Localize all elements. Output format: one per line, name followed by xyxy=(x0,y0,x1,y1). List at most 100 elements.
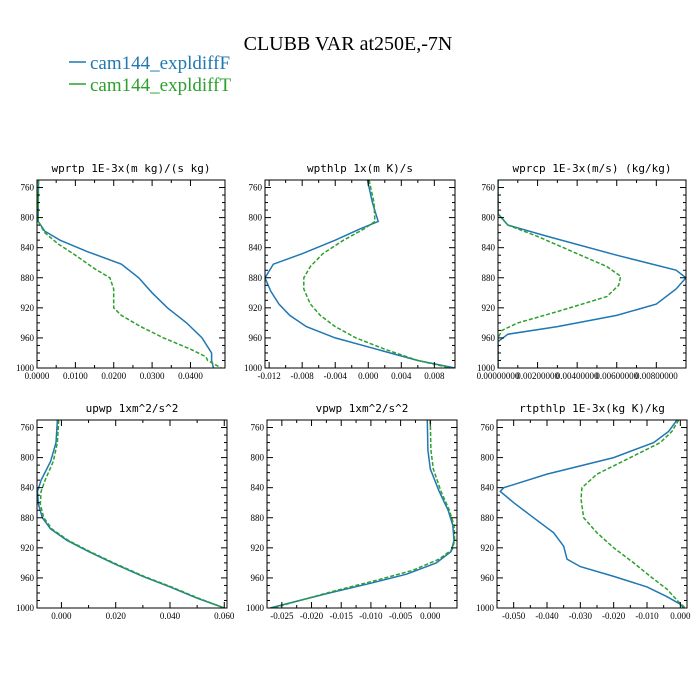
y-tick-label: 880 xyxy=(481,513,495,523)
x-tick-label: 0.0400 xyxy=(178,371,203,381)
y-tick-label: 960 xyxy=(21,333,35,343)
x-tick-label: -0.020 xyxy=(602,611,626,621)
y-tick-label: 800 xyxy=(21,453,35,463)
panel-3: wprcp 1E-3x(m/s) (kg/kg) 760 800 840 880 920 9… xyxy=(477,162,687,381)
x-tick-label: 0.00000000 xyxy=(477,371,520,381)
legend: cam144_expldiffF cam144_expldiffT xyxy=(69,53,231,96)
series-line-1 xyxy=(499,420,685,608)
y-tick-label: 880 xyxy=(21,273,35,283)
legend-label-2: cam144_expldiffT xyxy=(90,75,231,96)
x-tick-label: 0.040 xyxy=(160,611,181,621)
panel-4: upwp 1xm^2/s^2 760 800 840 880 920 960 1000 0.00… xyxy=(16,402,235,621)
panel-title: wprcp 1E-3x(m/s) (kg/kg) xyxy=(513,162,672,175)
y-tick-label: 800 xyxy=(481,453,495,463)
main-title: CLUBB VAR at250E,-7N xyxy=(244,33,453,55)
series-line-1 xyxy=(498,180,686,368)
legend-entry-1: cam144_expldiffF xyxy=(69,53,230,74)
x-tick-label: 0.000 xyxy=(358,371,379,381)
x-tick-label: 0.00800000 xyxy=(635,371,678,381)
x-tick-label: -0.010 xyxy=(635,611,659,621)
x-tick-label: 0.0200 xyxy=(101,371,126,381)
panel-frame xyxy=(36,419,228,609)
y-tick-label: 960 xyxy=(251,573,265,583)
x-tick-label: -0.004 xyxy=(324,371,348,381)
y-tick-label: 1000 xyxy=(246,603,265,613)
panel-1: wprtp 1E-3x(m kg)/(s kg) 760 800 840 880 920 9… xyxy=(16,162,226,381)
panel-frame xyxy=(497,179,687,369)
series-line-2 xyxy=(39,420,225,608)
x-tick-label: 0.004 xyxy=(391,371,412,381)
y-tick-label: 760 xyxy=(482,183,496,193)
y-tick-label: 1000 xyxy=(16,363,35,373)
y-tick-label: 880 xyxy=(482,273,496,283)
y-tick-label: 840 xyxy=(21,243,35,253)
series-line-2 xyxy=(272,420,456,608)
y-tick-label: 800 xyxy=(21,213,35,223)
series-line-2 xyxy=(498,180,622,368)
y-tick-label: 920 xyxy=(482,303,496,313)
y-tick-label: 960 xyxy=(21,573,35,583)
x-tick-label: 0.0300 xyxy=(140,371,165,381)
x-tick-label: -0.050 xyxy=(502,611,526,621)
x-tick-label: 0.060 xyxy=(214,611,235,621)
panel-title: wpthlp 1x(m K)/s xyxy=(307,162,413,175)
series-line-1 xyxy=(37,180,215,368)
panel-frame xyxy=(264,179,456,369)
x-tick-label: -0.005 xyxy=(389,611,413,621)
panel-frame xyxy=(496,419,688,609)
panel-2: wpthlp 1x(m K)/s7608008408809209601000-0… xyxy=(244,162,456,381)
x-tick-label: 0.000 xyxy=(670,611,691,621)
x-tick-label: 0.000 xyxy=(51,611,72,621)
y-tick-label: 880 xyxy=(21,513,35,523)
y-tick-label: 920 xyxy=(251,543,265,553)
panel-title: vpwp 1xm^2/s^2 xyxy=(316,402,409,415)
series-line-1 xyxy=(269,420,455,608)
x-tick-label: -0.040 xyxy=(535,611,559,621)
series-line-2 xyxy=(303,180,452,368)
y-tick-label: 840 xyxy=(482,243,496,253)
y-tick-label: 760 xyxy=(251,423,265,433)
panel-6: rtpthlp 1E-3x(kg K)/kg 760 800 840 880 920 960… xyxy=(476,402,691,621)
x-tick-label: 0.0100 xyxy=(63,371,88,381)
y-tick-label: 920 xyxy=(21,543,35,553)
panel-title: rtpthlp 1E-3x(kg K)/kg xyxy=(519,402,665,415)
y-tick-label: 960 xyxy=(482,333,496,343)
series-line-2 xyxy=(37,180,222,368)
y-tick-label: 1000 xyxy=(476,603,495,613)
y-tick-label: 800 xyxy=(482,213,496,223)
panel-5: vpwp 1xm^2/s^2 760 800 840 880 920 960 1000 -0.0… xyxy=(246,402,458,621)
x-tick-label: 0.00600000 xyxy=(595,371,638,381)
y-tick-label: 880 xyxy=(249,273,263,283)
x-tick-label: -0.020 xyxy=(300,611,324,621)
y-tick-label: 760 xyxy=(21,423,35,433)
series-line-2 xyxy=(580,420,686,608)
x-tick-label: -0.010 xyxy=(359,611,383,621)
y-tick-label: 840 xyxy=(251,483,265,493)
y-tick-label: 960 xyxy=(249,333,263,343)
y-tick-label: 1000 xyxy=(244,363,263,373)
panel-frame xyxy=(36,179,226,369)
panel-title: upwp 1xm^2/s^2 xyxy=(86,402,179,415)
y-tick-label: 920 xyxy=(249,303,263,313)
y-tick-label: 960 xyxy=(481,573,495,583)
y-tick-label: 800 xyxy=(251,453,265,463)
x-tick-label: -0.012 xyxy=(258,371,281,381)
y-tick-label: 920 xyxy=(481,543,495,553)
y-tick-label: 840 xyxy=(21,483,35,493)
y-tick-label: 800 xyxy=(249,213,263,223)
x-tick-label: -0.030 xyxy=(569,611,593,621)
x-tick-label: 0.00400000 xyxy=(556,371,599,381)
y-tick-label: 1000 xyxy=(477,363,496,373)
x-tick-label: 0.008 xyxy=(424,371,445,381)
panel-frame xyxy=(266,419,458,609)
x-tick-label: 0.00200000 xyxy=(516,371,559,381)
x-tick-label: -0.008 xyxy=(291,371,315,381)
panel-title: wprtp 1E-3x(m kg)/(s kg) xyxy=(52,162,211,175)
y-tick-label: 760 xyxy=(249,183,263,193)
x-tick-label: 0.000 xyxy=(420,611,441,621)
y-tick-label: 840 xyxy=(481,483,495,493)
panels-grid: wprtp 1E-3x(m kg)/(s kg) 760 800 840 880 920 9… xyxy=(16,162,691,621)
legend-entry-2: cam144_expldiffT xyxy=(69,75,231,96)
legend-label-1: cam144_expldiffF xyxy=(90,53,230,74)
